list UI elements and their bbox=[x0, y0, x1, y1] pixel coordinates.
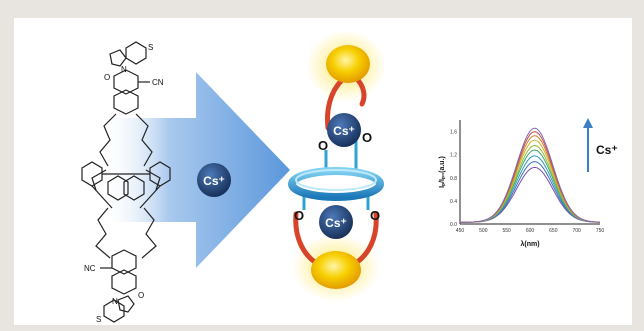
inset-annotation: Cs⁺ bbox=[596, 143, 618, 157]
y-tick-label: 0.0 bbox=[450, 222, 457, 228]
x-tick-label: 450 bbox=[456, 228, 465, 234]
label-cn: CN bbox=[152, 78, 164, 87]
cs-ion-top-label: Cs⁺ bbox=[333, 124, 355, 138]
atom-s-bottom: S bbox=[96, 315, 101, 324]
loop-top-left bbox=[325, 77, 345, 131]
oxygen-label-top-right: O bbox=[362, 130, 372, 145]
oxygen-label-bottom-left: O bbox=[294, 208, 304, 223]
spectrum-curve bbox=[459, 144, 600, 223]
calixarene-structure bbox=[81, 41, 171, 323]
oxygen-label-bottom-right: O bbox=[370, 208, 380, 223]
inset-ylabel: Iₚ/Iₚ₀(a.u.) bbox=[439, 156, 446, 188]
y-tick-label: 0.4 bbox=[450, 199, 457, 205]
cs-ion-arrow bbox=[197, 163, 231, 197]
spectrum-curve bbox=[459, 155, 601, 223]
reaction-arrow bbox=[104, 72, 290, 268]
atom-o-top: O bbox=[104, 73, 110, 82]
fluorophore-bottom bbox=[311, 251, 361, 289]
spectrum-curve bbox=[460, 127, 601, 223]
spectrum-curve bbox=[459, 149, 601, 223]
oxygen-label-top-left: O bbox=[318, 138, 328, 153]
spectrum-curve bbox=[459, 161, 601, 223]
atom-n-top: N bbox=[121, 65, 127, 74]
emission-spectra-inset: 450 500 550 600 650 700 750 0.0 0.4 0.8 1.2 1.6 Iₚ/… bbox=[439, 118, 618, 248]
x-tick-label: 600 bbox=[526, 228, 535, 234]
x-tick-label: 700 bbox=[572, 228, 581, 234]
x-tick-label: 750 bbox=[596, 228, 605, 234]
y-tick-label: 0.8 bbox=[450, 176, 457, 182]
atom-o-bottom: O bbox=[138, 291, 144, 300]
x-tick-label: 650 bbox=[549, 228, 558, 234]
x-tick-label: 500 bbox=[479, 228, 488, 234]
y-tick-label: 1.2 bbox=[450, 153, 457, 159]
cs-ion-arrow-label: Cs⁺ bbox=[203, 174, 225, 188]
x-tick-label: 550 bbox=[502, 228, 511, 234]
cs-ion-top bbox=[327, 113, 361, 147]
atom-n-bottom: N bbox=[112, 297, 118, 306]
calix-ring bbox=[288, 167, 384, 201]
spectrum-curve bbox=[459, 166, 601, 223]
spectrum-curve bbox=[460, 131, 601, 223]
fluorophore-top bbox=[326, 45, 370, 83]
cs-ion-bottom-label: Cs⁺ bbox=[325, 216, 347, 230]
inset-xlabel: λ(nm) bbox=[520, 240, 539, 248]
y-tick-label: 1.6 bbox=[450, 130, 457, 136]
atom-s-top: S bbox=[148, 43, 153, 52]
label-nc: NC bbox=[84, 264, 96, 273]
cs-ion-bottom bbox=[319, 205, 353, 239]
